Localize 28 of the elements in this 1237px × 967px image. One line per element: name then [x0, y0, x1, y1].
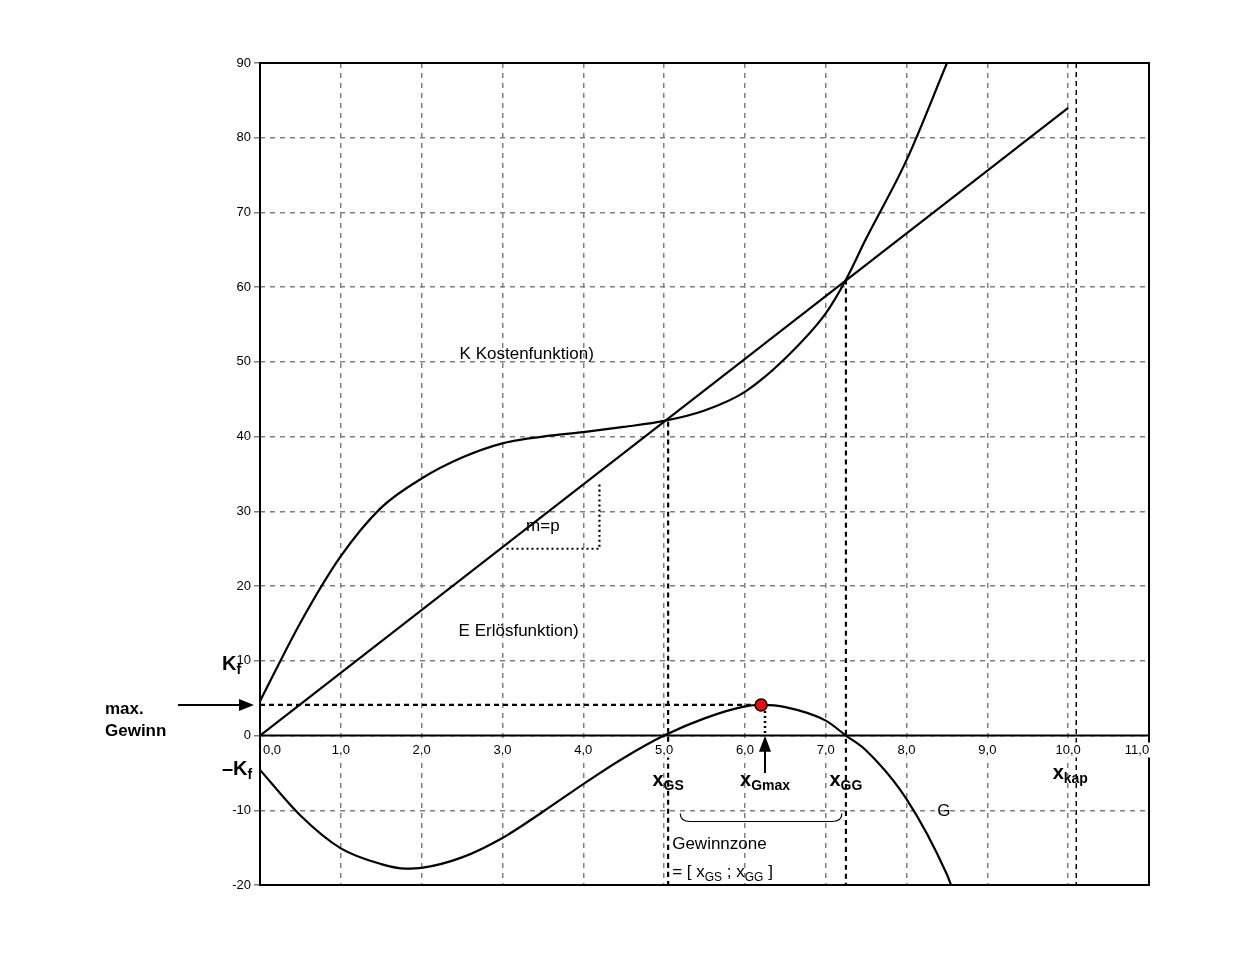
y-tick-label: 40 [236, 428, 251, 444]
y-tick-label: 0 [243, 727, 251, 743]
annotation: K Kostenfunktion) [459, 344, 594, 364]
y-tick-label: 50 [236, 353, 251, 369]
x-tick-label: 4,0 [574, 741, 593, 757]
y-tick-label: 60 [236, 278, 251, 294]
x-tick-label: 9,0 [978, 741, 997, 757]
y-tick-label: 20 [236, 577, 251, 593]
y-tick-label: -20 [232, 876, 251, 892]
x-tick-label: 5,0 [655, 741, 674, 757]
x-tick-label: 2,0 [412, 741, 431, 757]
x-tick-label: 11,0 [1124, 741, 1150, 757]
y-tick-label: 90 [236, 54, 251, 70]
x-tick-label: 1,0 [331, 741, 350, 757]
annotation: E Erlösfunktion) [458, 620, 579, 640]
x-tick-label: 3,0 [493, 741, 512, 757]
x-tick-label: 7,0 [816, 741, 835, 757]
x-tick-label: 0,0 [262, 741, 282, 757]
y-tick-label: 80 [236, 129, 251, 145]
y-tick-label: 30 [236, 502, 251, 518]
x-tick-label: 10,0 [1055, 741, 1081, 757]
text: max. Gewinn [105, 699, 167, 741]
annotation: Gewinnzone [672, 833, 767, 853]
y-tick-label: -10 [232, 801, 251, 817]
annotation: G [937, 801, 951, 821]
x-tick-label: 8,0 [897, 741, 916, 757]
x-tick-label: 6,0 [735, 741, 754, 757]
y-tick-label: 70 [236, 204, 251, 220]
